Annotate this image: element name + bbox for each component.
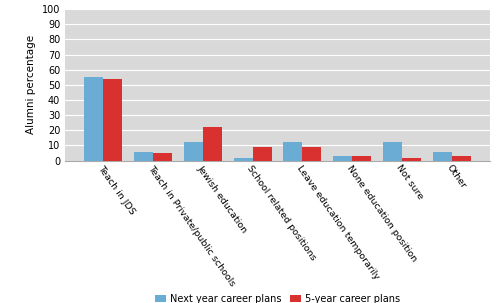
Legend: Next year career plans, 5-year career plans: Next year career plans, 5-year career pl… <box>151 290 404 303</box>
Bar <box>383 142 402 161</box>
Bar <box>134 152 153 161</box>
Bar <box>433 152 452 161</box>
Bar <box>84 77 103 161</box>
Bar <box>452 156 470 161</box>
Bar <box>234 158 252 161</box>
Bar <box>103 79 122 161</box>
Y-axis label: Alumni percentage: Alumni percentage <box>26 35 36 135</box>
Bar <box>184 142 203 161</box>
Bar <box>203 127 222 161</box>
Bar <box>302 147 322 161</box>
Bar <box>252 147 272 161</box>
Bar <box>334 156 352 161</box>
Bar <box>284 142 302 161</box>
Bar <box>153 153 172 161</box>
Bar <box>352 156 371 161</box>
Bar <box>402 158 421 161</box>
